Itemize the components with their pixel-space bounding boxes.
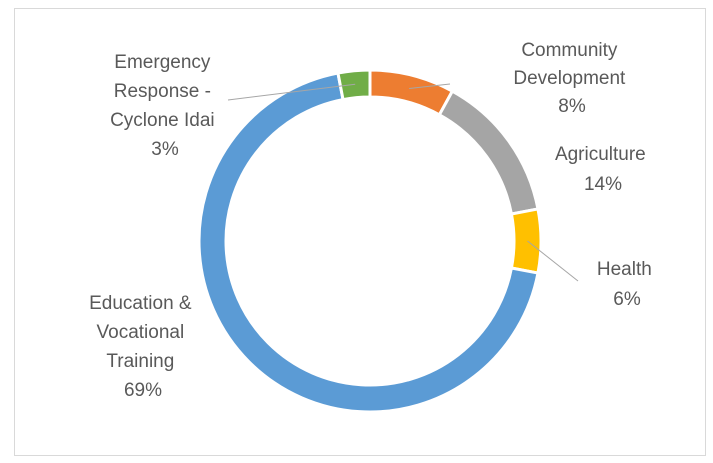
slice-agriculture (437, 89, 540, 216)
leader-lines-group (227, 83, 579, 282)
label-line: Emergency (114, 52, 211, 73)
slices-group (197, 68, 543, 414)
label-line: Vocational (97, 322, 185, 343)
label-value: 8% (558, 96, 586, 117)
label-value: 3% (151, 139, 179, 160)
label-emergency-response: Emergency Response - Cyclone Idai 3% (110, 52, 220, 160)
slice-education (197, 71, 540, 414)
label-line: Health (597, 259, 652, 280)
slice-health (509, 207, 543, 275)
leader-line-emergency (227, 83, 356, 101)
label-value: 69% (124, 380, 162, 401)
leader-line-health (527, 240, 579, 282)
slice-community (368, 68, 455, 117)
label-line: Community (521, 40, 618, 61)
label-value: 14% (584, 174, 622, 195)
label-line: Response - (114, 81, 211, 102)
label-line: Education & (89, 293, 192, 314)
label-line: Agriculture (555, 144, 646, 165)
label-line: Cyclone Idai (110, 110, 215, 131)
label-agriculture: Agriculture 14% (555, 144, 651, 195)
label-value: 6% (613, 289, 641, 310)
label-line: Training (106, 351, 174, 372)
leader-line-community (409, 83, 451, 89)
label-line: Development (513, 68, 626, 89)
label-community-development: Community Development 8% (513, 40, 630, 117)
label-health: Health 6% (597, 259, 657, 310)
label-education: Education & Vocational Training 69% (89, 293, 197, 401)
